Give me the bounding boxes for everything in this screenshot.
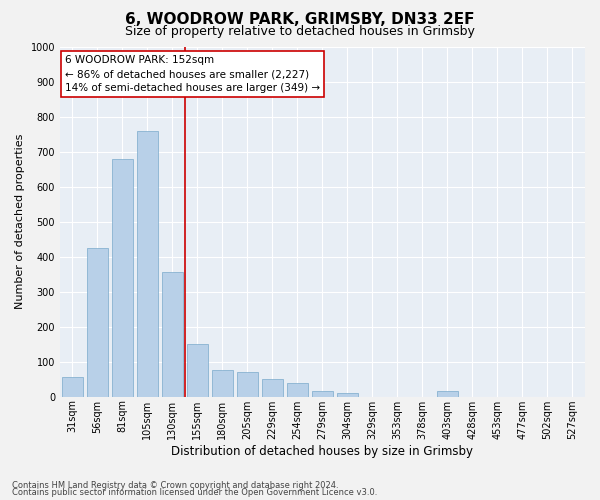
X-axis label: Distribution of detached houses by size in Grimsby: Distribution of detached houses by size … bbox=[172, 444, 473, 458]
Bar bbox=[62, 378, 83, 396]
Bar bbox=[212, 370, 233, 396]
Bar bbox=[187, 344, 208, 397]
Bar bbox=[337, 393, 358, 396]
Bar bbox=[312, 392, 333, 396]
Bar bbox=[262, 379, 283, 396]
Bar bbox=[437, 392, 458, 396]
Bar bbox=[287, 382, 308, 396]
Y-axis label: Number of detached properties: Number of detached properties bbox=[15, 134, 25, 310]
Text: Size of property relative to detached houses in Grimsby: Size of property relative to detached ho… bbox=[125, 25, 475, 38]
Bar bbox=[87, 248, 108, 396]
Bar bbox=[162, 272, 183, 396]
Text: 6 WOODROW PARK: 152sqm
← 86% of detached houses are smaller (2,227)
14% of semi-: 6 WOODROW PARK: 152sqm ← 86% of detached… bbox=[65, 56, 320, 94]
Text: Contains HM Land Registry data © Crown copyright and database right 2024.: Contains HM Land Registry data © Crown c… bbox=[12, 480, 338, 490]
Text: Contains public sector information licensed under the Open Government Licence v3: Contains public sector information licen… bbox=[12, 488, 377, 497]
Bar bbox=[237, 372, 258, 396]
Bar bbox=[112, 158, 133, 396]
Text: 6, WOODROW PARK, GRIMSBY, DN33 2EF: 6, WOODROW PARK, GRIMSBY, DN33 2EF bbox=[125, 12, 475, 28]
Bar bbox=[137, 130, 158, 396]
